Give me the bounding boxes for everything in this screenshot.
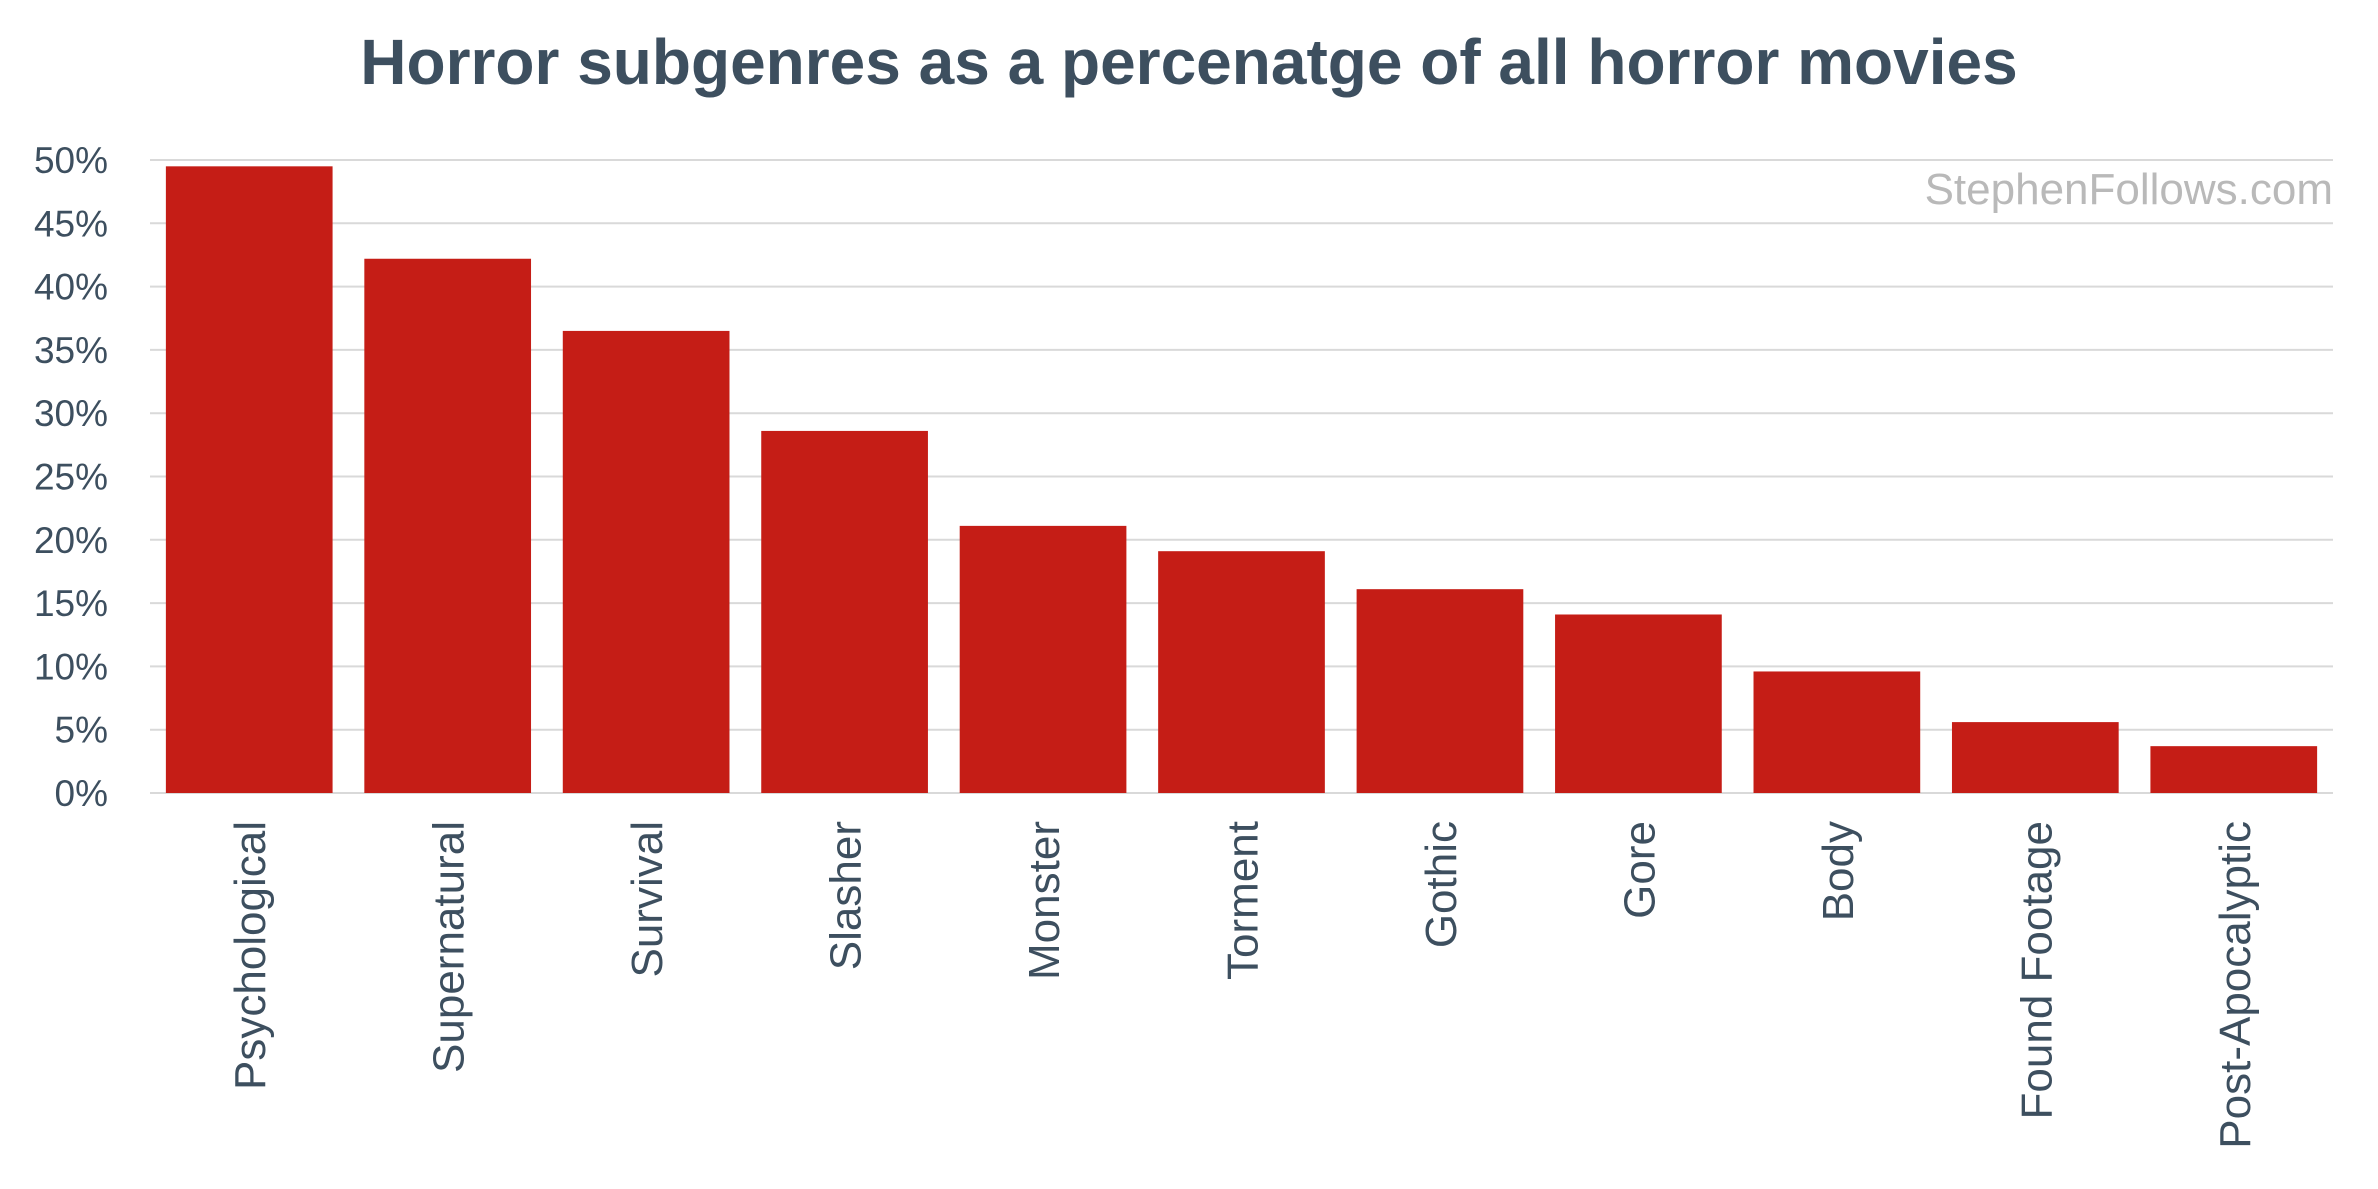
bar-found-footage (1951, 722, 2119, 793)
y-tick-label: 15% (34, 583, 108, 624)
y-tick-label: 50% (34, 140, 108, 181)
x-category-label: Torment (1219, 821, 1268, 980)
y-tick-label: 10% (34, 646, 108, 687)
y-axis-tick-labels: 0% 5% 10% 15% 20% 25% 30% 35% 40% 45% 50% (34, 140, 108, 814)
x-category-label: Monster (1020, 821, 1069, 980)
bar-body (1753, 671, 1921, 793)
bar-survival (562, 330, 730, 793)
y-tick-label: 45% (34, 203, 108, 244)
bar-psychological (165, 166, 333, 793)
x-axis-category-labels: Psychological Supernatural Survival Slasher… (226, 821, 2260, 1149)
bar-post-apocalyptic (2150, 746, 2318, 793)
x-category-label: Found Footage (2012, 821, 2061, 1119)
bars (165, 166, 2318, 793)
x-category-label: Post-Apocalyptic (2211, 821, 2260, 1149)
bar-gothic (1356, 589, 1524, 793)
chart-title: Horror subgenres as a percenatge of all … (360, 26, 2017, 98)
bar-gore (1555, 614, 1722, 793)
x-category-label: Supernatural (425, 821, 474, 1073)
x-category-label: Body (1814, 821, 1863, 921)
bar-torment (1158, 551, 1325, 793)
y-tick-label: 5% (55, 710, 108, 751)
watermark-text: StephenFollows.com (1925, 165, 2333, 214)
y-tick-label: 25% (34, 457, 108, 498)
y-tick-label: 40% (34, 267, 108, 308)
y-tick-label: 30% (34, 393, 108, 434)
y-tick-label: 20% (34, 520, 108, 561)
y-tick-label: 0% (55, 773, 108, 814)
x-category-label: Gore (1615, 821, 1664, 919)
y-tick-label: 35% (34, 330, 108, 371)
x-category-label: Gothic (1417, 821, 1466, 948)
bar-slasher (761, 430, 928, 793)
bar-monster (959, 525, 1127, 793)
x-category-label: Psychological (226, 821, 275, 1090)
x-category-label: Slasher (822, 821, 871, 970)
x-category-label: Survival (623, 821, 672, 978)
bar-supernatural (364, 258, 532, 793)
